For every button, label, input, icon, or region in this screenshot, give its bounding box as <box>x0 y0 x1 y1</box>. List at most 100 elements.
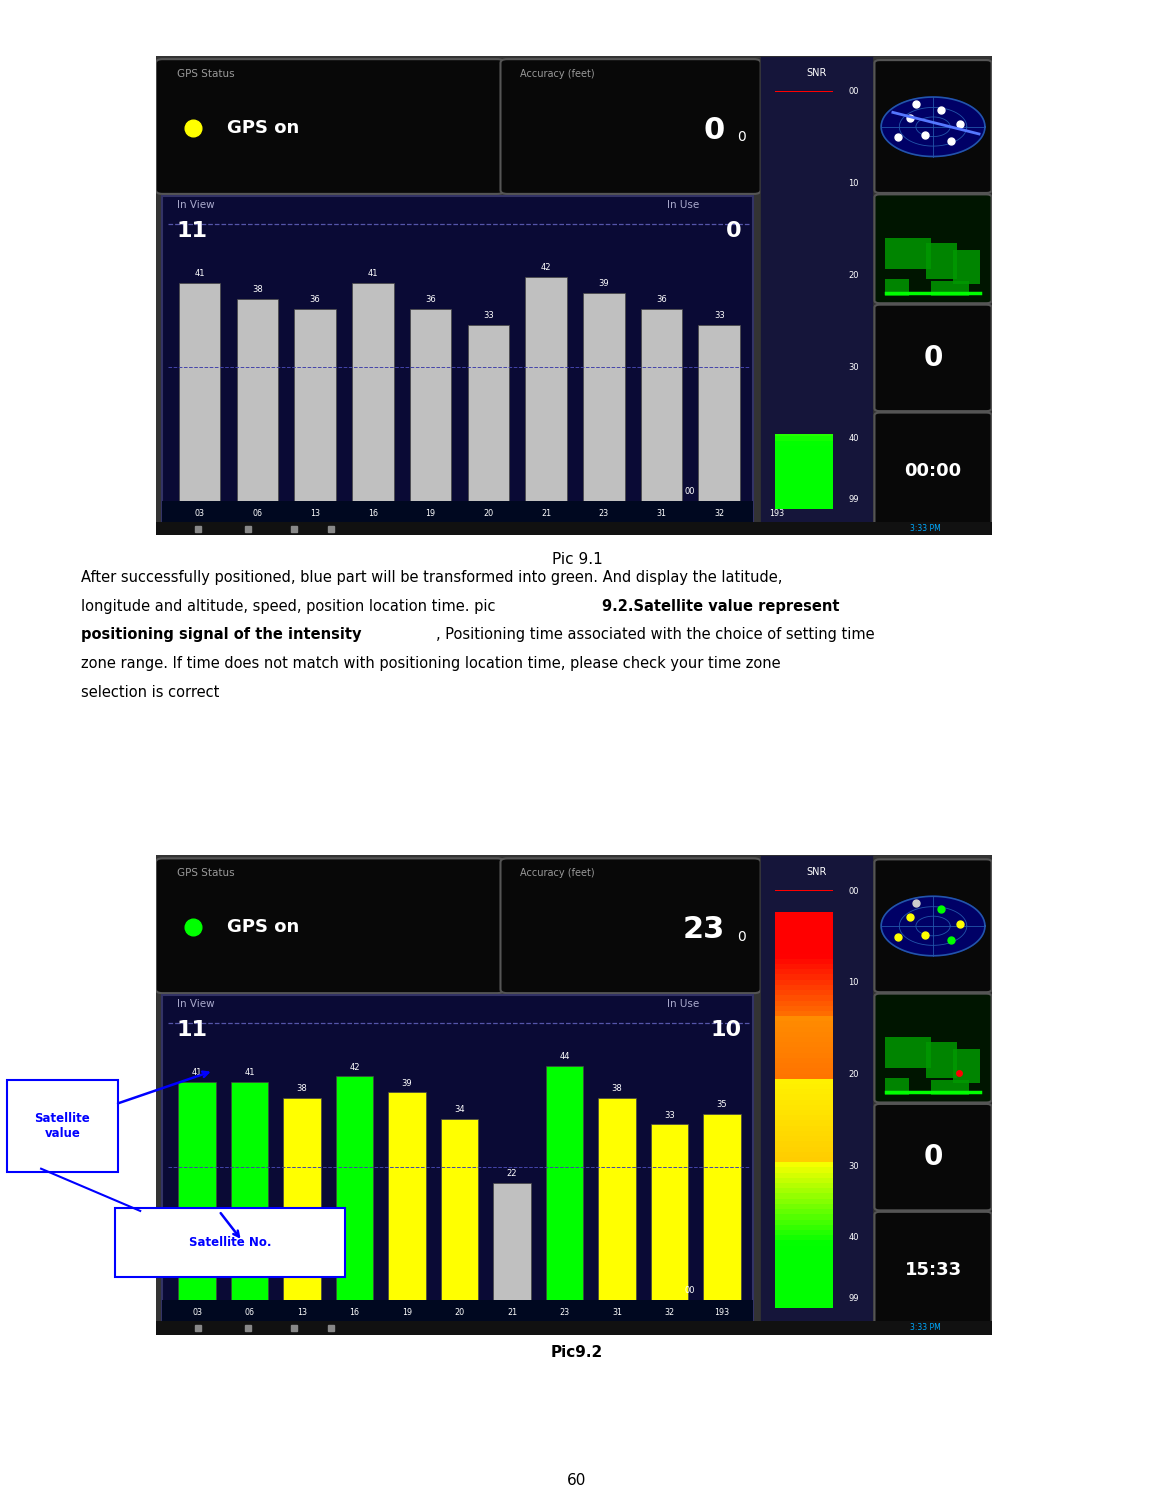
Bar <box>774 258 833 264</box>
Text: 31: 31 <box>612 1307 622 1316</box>
Bar <box>294 309 336 501</box>
Bar <box>467 326 509 501</box>
Bar <box>774 958 833 964</box>
Bar <box>774 107 833 113</box>
Bar <box>774 388 833 394</box>
Bar <box>774 1167 833 1173</box>
Text: longitude and altitude, speed, position location time. pic: longitude and altitude, speed, position … <box>81 599 500 614</box>
Bar <box>774 989 833 995</box>
Text: 38: 38 <box>252 285 263 294</box>
Bar <box>774 968 833 974</box>
Text: 11: 11 <box>177 1021 208 1041</box>
Bar <box>179 282 220 501</box>
Bar <box>774 179 833 185</box>
Text: 20: 20 <box>455 1307 465 1316</box>
Bar <box>953 250 980 284</box>
Bar <box>774 351 833 357</box>
Bar <box>774 472 833 478</box>
Bar <box>774 1042 833 1048</box>
Text: 06: 06 <box>253 508 262 517</box>
Bar <box>231 1081 269 1300</box>
Bar <box>156 522 992 535</box>
Bar <box>163 196 754 526</box>
Text: GPS Status: GPS Status <box>177 869 234 879</box>
Bar <box>774 226 833 232</box>
Bar <box>774 247 833 253</box>
Text: 42: 42 <box>350 1063 360 1072</box>
Bar <box>774 1261 833 1267</box>
Bar <box>774 419 833 425</box>
Text: 99: 99 <box>848 1294 859 1303</box>
Bar <box>774 1025 833 1031</box>
Bar <box>774 279 833 285</box>
Bar <box>774 294 833 300</box>
Bar <box>774 232 833 238</box>
FancyBboxPatch shape <box>875 994 991 1102</box>
FancyBboxPatch shape <box>875 305 991 412</box>
Text: 39: 39 <box>599 279 609 288</box>
Bar <box>774 1301 833 1309</box>
Bar <box>774 326 833 332</box>
Bar <box>774 906 833 912</box>
Text: 03: 03 <box>195 508 204 517</box>
Text: 32: 32 <box>665 1307 674 1316</box>
FancyBboxPatch shape <box>875 1212 991 1329</box>
FancyBboxPatch shape <box>875 860 991 992</box>
Text: 19: 19 <box>402 1307 412 1316</box>
Text: SNR: SNR <box>807 867 826 878</box>
Bar <box>388 1092 426 1300</box>
Bar <box>774 1157 833 1163</box>
Bar <box>774 932 833 938</box>
Text: 33: 33 <box>484 311 494 320</box>
Bar <box>774 947 833 953</box>
Bar <box>774 1250 833 1256</box>
Text: 11: 11 <box>177 222 208 241</box>
Text: 0: 0 <box>923 1143 943 1172</box>
Text: 36: 36 <box>426 296 436 305</box>
Text: 0: 0 <box>737 130 745 145</box>
Text: 42: 42 <box>541 264 552 273</box>
Text: 30: 30 <box>848 362 860 371</box>
Text: 00: 00 <box>848 87 859 97</box>
Bar <box>774 404 833 410</box>
Bar <box>774 320 833 326</box>
Bar <box>774 133 833 139</box>
Bar <box>774 487 833 493</box>
Bar <box>774 315 833 321</box>
Bar <box>774 1265 833 1271</box>
Text: Satellite No.: Satellite No. <box>189 1237 271 1249</box>
Bar <box>774 1229 833 1235</box>
Bar <box>774 1104 833 1110</box>
Text: 33: 33 <box>664 1110 675 1119</box>
Bar <box>774 890 833 896</box>
Bar <box>774 1021 833 1027</box>
Bar <box>774 1114 833 1120</box>
Text: positioning signal of the intensity: positioning signal of the intensity <box>81 627 361 642</box>
Bar <box>598 1098 636 1300</box>
FancyBboxPatch shape <box>875 1104 991 1211</box>
Bar <box>774 1176 833 1184</box>
Text: 3:33 PM: 3:33 PM <box>911 1324 941 1333</box>
Bar <box>774 1146 833 1152</box>
Bar <box>774 1197 833 1203</box>
Bar <box>583 293 624 501</box>
Bar <box>885 1038 931 1069</box>
Text: 9.2.Satellite value represent: 9.2.Satellite value represent <box>602 599 840 614</box>
Bar <box>774 1276 833 1282</box>
Bar <box>774 1244 833 1250</box>
Bar <box>774 1119 833 1125</box>
FancyBboxPatch shape <box>875 60 991 193</box>
Bar <box>774 330 833 336</box>
FancyBboxPatch shape <box>115 1208 345 1277</box>
Text: 44: 44 <box>560 1053 570 1062</box>
Bar <box>774 1208 833 1214</box>
FancyBboxPatch shape <box>156 858 504 994</box>
Text: 21: 21 <box>541 508 552 517</box>
Text: 35: 35 <box>717 1099 727 1108</box>
Bar <box>774 502 833 510</box>
Text: 0: 0 <box>923 344 943 372</box>
Bar <box>525 277 567 501</box>
Text: In Use: In Use <box>667 998 699 1009</box>
Bar <box>774 148 833 154</box>
Text: 32: 32 <box>714 508 725 517</box>
